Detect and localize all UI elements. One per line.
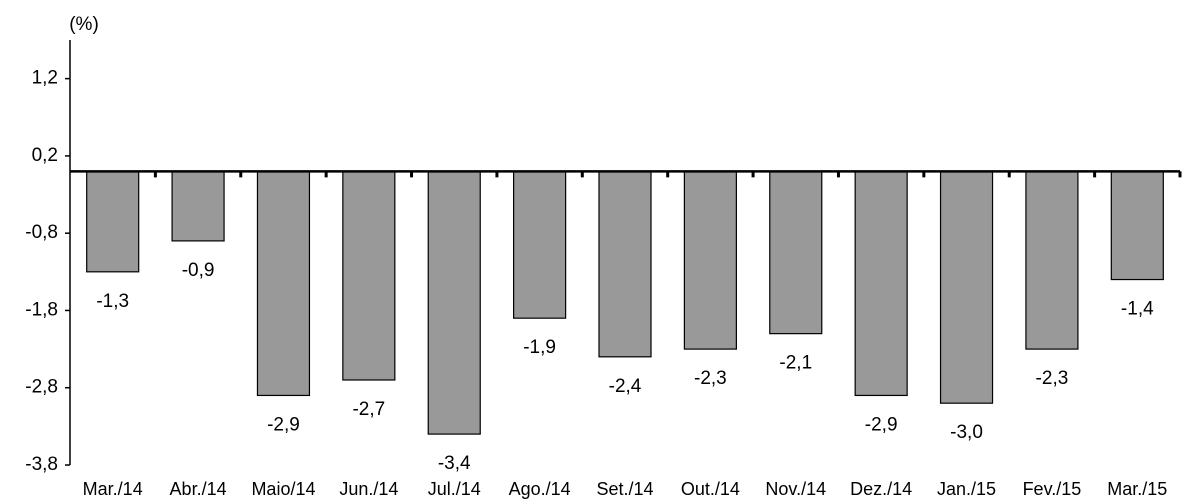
y-tick-label: -2,8 — [25, 377, 58, 398]
bar — [427, 170, 481, 435]
x-tick-label: Dez./14 — [850, 479, 912, 499]
x-tick-label: Mar./14 — [83, 479, 143, 499]
x-tick-label: Jun./14 — [339, 479, 398, 499]
x-tick-label: Abr./14 — [170, 479, 227, 499]
value-label: -2,9 — [267, 414, 300, 435]
y-tick-label: 1,2 — [32, 68, 58, 89]
bar — [854, 170, 908, 397]
value-label: -3,0 — [950, 422, 983, 443]
y-axis-label: (%) — [69, 14, 99, 35]
bar — [683, 170, 737, 350]
x-tick-label: Fev./15 — [1023, 479, 1082, 499]
bar — [86, 170, 140, 273]
x-tick-label: Out./14 — [681, 479, 740, 499]
bar — [769, 170, 823, 335]
value-label: -1,4 — [1121, 299, 1154, 320]
x-tick-label: Maio/14 — [251, 479, 315, 499]
bar — [513, 170, 567, 319]
bar — [598, 170, 652, 358]
value-label: -2,1 — [779, 353, 812, 374]
value-label: -2,7 — [352, 399, 385, 420]
bar — [171, 170, 225, 242]
x-tick-label: Ago./14 — [509, 479, 571, 499]
x-tick-label: Jul./14 — [428, 479, 481, 499]
bar — [342, 170, 396, 381]
x-tick-label: Mar./15 — [1107, 479, 1167, 499]
value-label: -2,3 — [694, 368, 727, 389]
y-tick-label: -1,8 — [25, 299, 58, 320]
y-tick-label: 0,2 — [32, 145, 58, 166]
value-label: -1,3 — [96, 291, 129, 312]
value-label: -2,3 — [1036, 368, 1069, 389]
y-tick-label: -3,8 — [25, 454, 58, 475]
x-tick-label: Jan./15 — [937, 479, 996, 499]
x-tick-label: Nov./14 — [765, 479, 826, 499]
value-label: -0,9 — [182, 260, 215, 281]
value-label: -2,4 — [609, 376, 642, 397]
bar — [1025, 170, 1079, 350]
value-label: -2,9 — [865, 414, 898, 435]
y-tick-label: -0,8 — [25, 222, 58, 243]
x-tick-label: Set./14 — [596, 479, 653, 499]
bar — [1110, 170, 1164, 281]
bar — [939, 170, 994, 404]
value-label: -3,4 — [438, 453, 471, 474]
bar — [256, 170, 311, 397]
value-label: -1,9 — [523, 337, 556, 358]
